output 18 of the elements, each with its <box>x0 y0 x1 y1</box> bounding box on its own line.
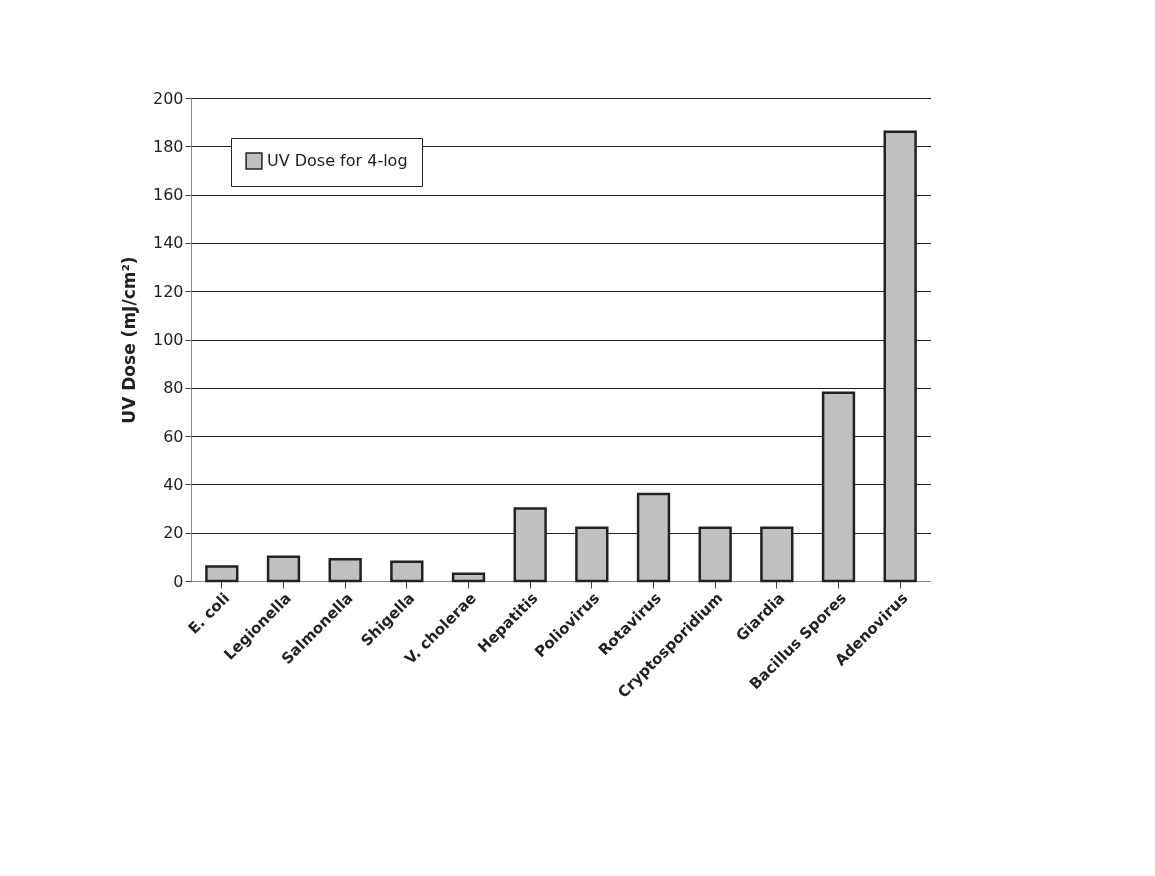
y-tick-label: 140 <box>152 233 184 253</box>
y-tick-label: 60 <box>163 426 184 446</box>
y-tick-label: 180 <box>152 136 184 156</box>
bar <box>328 558 362 583</box>
y-axis-title: UV Dose (mJ/cm²) <box>118 256 139 424</box>
y-tick-label: 100 <box>152 330 184 349</box>
bar <box>205 565 239 583</box>
bar <box>266 555 301 583</box>
y-tick-label: 40 <box>163 474 184 494</box>
y-tick-label: 80 <box>163 378 184 398</box>
y-tick-label: 20 <box>163 523 184 543</box>
y-tick-label: 120 <box>152 281 184 301</box>
y-tick-label: 200 <box>152 88 184 108</box>
bar <box>390 560 424 583</box>
legend-label: UV Dose for 4-log <box>267 151 408 170</box>
y-tick-label: 160 <box>152 185 184 205</box>
bar <box>451 572 486 583</box>
y-tick-label: 0 <box>173 571 184 591</box>
